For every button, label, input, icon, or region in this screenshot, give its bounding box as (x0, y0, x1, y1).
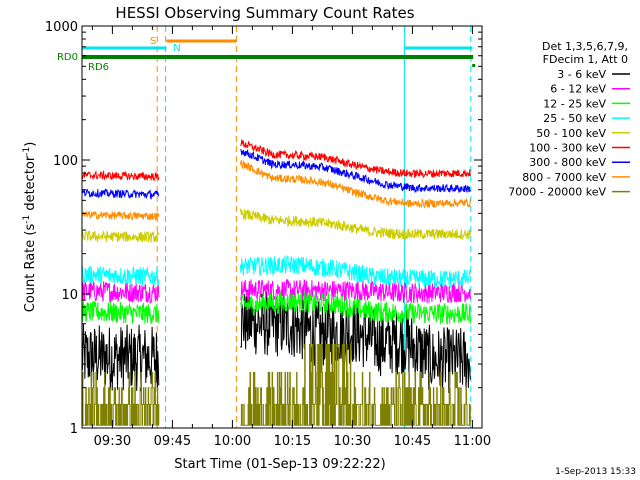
series-path (81, 265, 160, 287)
legend-entry-label: 50 - 100 keV (536, 127, 606, 140)
series-path (81, 323, 160, 392)
x-tick-label: 11:00 (454, 434, 491, 449)
legend-entry-label: 7000 - 20000 keV (508, 186, 606, 199)
series-path (240, 139, 471, 179)
x-axis-label: Start Time (01-Sep-13 09:22:22) (174, 457, 385, 472)
status-markers: RD0 RD6 S N (57, 36, 476, 73)
legend: Det 1,3,5,6,7,9,FDecim 1, Att 0 3 - 6 keV… (508, 40, 630, 199)
series-path (81, 211, 160, 222)
axes: 09:30 09:45 10:00 10:15 10:30 10:45 11:00 1 10 10… (45, 20, 491, 449)
legend-entry-label: 3 - 6 keV (557, 68, 606, 81)
footer-stamp: 1-Sep-2013 15:33 (555, 467, 636, 477)
x-tick-label: 10:30 (334, 434, 371, 449)
series-25to50keV-line (81, 254, 471, 289)
x-tick-label: 09:45 (154, 434, 191, 449)
x-tick-label: 10:15 (274, 434, 311, 449)
legend-entry-label: 300 - 800 keV (529, 156, 606, 169)
s-label: S (150, 36, 156, 47)
series-800to7000keV-line (81, 159, 471, 222)
series-100to300keV-line (81, 139, 471, 181)
plot-frame (81, 25, 483, 429)
series-path (81, 230, 160, 243)
y-tick-label: 10 (61, 288, 78, 303)
legend-header-line: FDecim 1, Att 0 (543, 53, 628, 66)
series-path (239, 279, 471, 304)
series-6to12keV-line (81, 279, 471, 304)
legend-entry-label: 800 - 7000 keV (522, 171, 606, 184)
series-path (81, 299, 160, 325)
series-12to25keV-line (81, 291, 471, 325)
series-path (81, 169, 160, 181)
x-tick-label: 09:30 (94, 434, 131, 449)
legend-entry-label: 25 - 50 keV (543, 112, 606, 125)
legend-entry-label: 6 - 12 keV (550, 83, 606, 96)
legend-header-line: Det 1,3,5,6,7,9, (542, 40, 628, 53)
y-tick-label: 1 (70, 422, 78, 437)
plot-area (81, 26, 472, 428)
x-tick-label: 10:45 (394, 434, 431, 449)
y-axis-label: Count Rate (s-1 detector-1) (22, 142, 38, 313)
series-path (81, 281, 160, 304)
y-tick-label: 100 (53, 154, 78, 169)
series-300to800keV-line (81, 148, 471, 200)
rd6-marker (472, 64, 476, 67)
x-tick-label: 10:00 (214, 434, 251, 449)
legend-entry-label: 100 - 300 keV (529, 142, 606, 155)
series-path (82, 371, 160, 426)
series-path (239, 208, 471, 241)
series-50to100keV-line (81, 208, 471, 243)
series-path (240, 148, 471, 194)
y-tick-label: 1000 (45, 20, 78, 35)
series-path (239, 159, 471, 209)
n-label: N (173, 43, 180, 54)
rd0-label: RD0 (57, 52, 78, 63)
rd6-label: RD6 (88, 62, 109, 73)
chart-title: HESSI Observing Summary Count Rates (115, 4, 414, 22)
series-path (239, 254, 471, 289)
series-path (81, 188, 160, 200)
series-path (239, 291, 471, 325)
legend-entry-label: 12 - 25 keV (543, 97, 606, 110)
